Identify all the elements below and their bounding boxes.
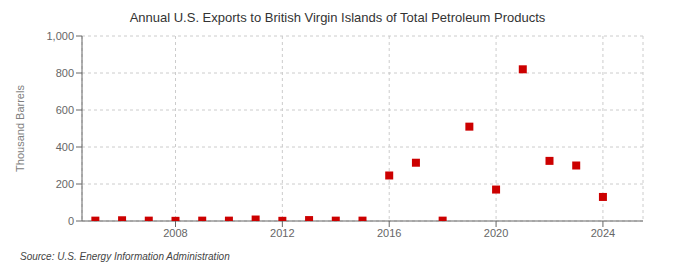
svg-text:400: 400 (56, 141, 74, 153)
svg-text:1,000: 1,000 (46, 30, 74, 42)
html-text:Source: U.S. Energy Informatio: Source: U.S. Energy Information Administ… (20, 251, 230, 262)
svg-text:800: 800 (56, 67, 74, 79)
svg-text:200: 200 (56, 178, 74, 190)
svg-text:0: 0 (68, 215, 74, 227)
svg-text:2020: 2020 (484, 227, 508, 239)
svg-text:2016: 2016 (377, 227, 401, 239)
html-text:Annual U.S. Exports to British: Annual U.S. Exports to British Virgin Is… (129, 10, 546, 25)
svg-text:2024: 2024 (591, 227, 615, 239)
svg-text:2008: 2008 (163, 227, 187, 239)
svg-text:600: 600 (56, 104, 74, 116)
svg-text:Thousand Barrels: Thousand Barrels (14, 85, 26, 172)
svg-text:2012: 2012 (270, 227, 294, 239)
